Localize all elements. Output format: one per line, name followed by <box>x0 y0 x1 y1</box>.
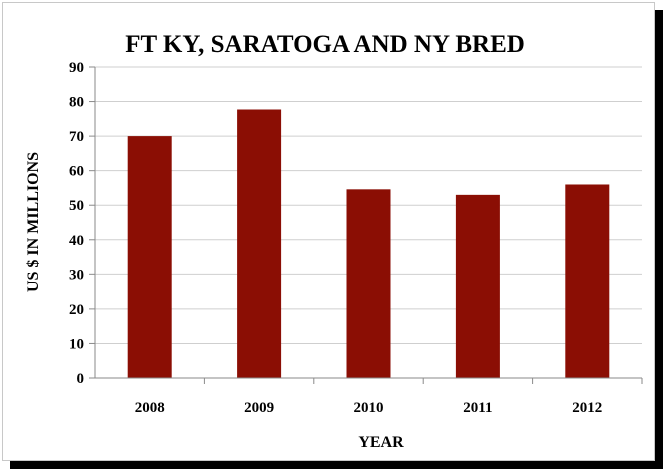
y-tick-label: 60 <box>69 164 84 180</box>
chart-title: FT KY, SARATOGA AND NY BRED <box>125 31 525 58</box>
bar-2008 <box>127 136 172 378</box>
y-tick-label: 90 <box>69 60 84 76</box>
y-tick-label: 40 <box>69 233 84 249</box>
x-axis-ticks: 2008 2009 2010 2011 2012 <box>135 378 643 416</box>
y-tick-label: 80 <box>69 95 84 111</box>
gridlines <box>95 66 642 344</box>
x-tick-label: 2010 <box>354 400 384 416</box>
y-tick-label: 30 <box>69 267 84 283</box>
x-tick-label: 2011 <box>463 400 492 416</box>
x-tick-label: 2009 <box>244 400 274 416</box>
y-tick-label: 50 <box>69 198 84 214</box>
y-tick-label: 0 <box>77 371 85 387</box>
bars <box>127 109 610 379</box>
y-tick-label: 10 <box>69 336 84 352</box>
chart-frame <box>2 2 655 461</box>
bar-2010 <box>346 189 391 378</box>
bar-2009 <box>237 109 282 379</box>
bar-2011 <box>455 194 500 378</box>
y-axis-label: US $ IN MILLIONS <box>25 152 42 292</box>
y-tick-label: 70 <box>69 129 84 145</box>
x-tick-label: 2008 <box>135 400 165 416</box>
y-tick-label: 20 <box>69 302 84 318</box>
x-tick-label: 2012 <box>572 400 602 416</box>
y-axis-ticks: 0 10 20 30 40 50 60 70 80 90 <box>69 60 95 387</box>
x-axis-label: YEAR <box>358 434 404 451</box>
bar-2012 <box>565 184 610 378</box>
